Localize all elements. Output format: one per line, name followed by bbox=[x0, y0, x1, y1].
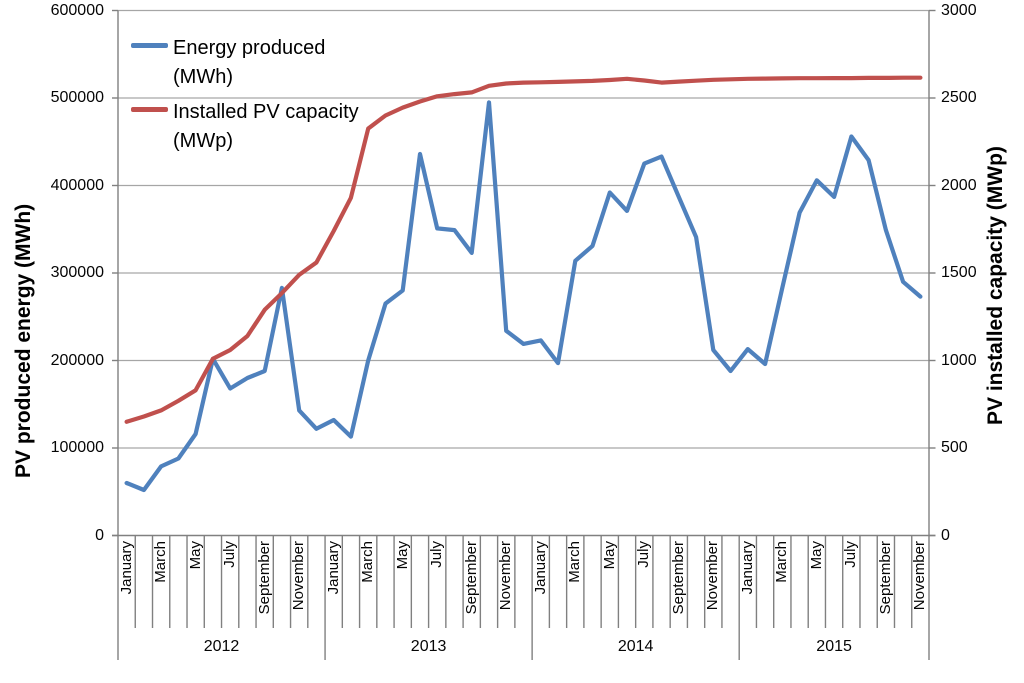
right-axis-tick-label: 3000 bbox=[941, 1, 977, 19]
x-axis-month-label: November bbox=[911, 541, 929, 611]
x-axis-month-label: March bbox=[152, 541, 170, 583]
legend-entry-energy-produced: Energy produced (MWh) bbox=[131, 34, 359, 92]
x-axis-month-label: September bbox=[462, 541, 480, 615]
x-axis-month-label: May bbox=[186, 541, 204, 570]
legend-label-installed-capacity: Installed PV capacity (MWp) bbox=[173, 101, 359, 152]
right-axis-tick-label: 1500 bbox=[941, 264, 977, 281]
chart-legend: Energy produced (MWh) Installed PV capaci… bbox=[131, 34, 359, 162]
installed-capacity-line-swatch bbox=[131, 107, 168, 112]
left-axis-tick-label: 100000 bbox=[50, 439, 104, 456]
x-axis-month-label: September bbox=[669, 541, 687, 615]
left-axis-tick-label: 400000 bbox=[50, 176, 104, 194]
x-axis-month-label: March bbox=[359, 541, 377, 583]
x-axis-month-label: May bbox=[600, 541, 618, 570]
x-axis-month-label: January bbox=[117, 541, 135, 595]
right-axis-tick-label: 2000 bbox=[941, 176, 977, 194]
x-axis-year-label: 2014 bbox=[617, 638, 654, 655]
left-axis-tick-label: 0 bbox=[95, 526, 104, 544]
left-axis-tick-label: 200000 bbox=[50, 351, 104, 369]
x-axis-month-label: May bbox=[393, 541, 411, 570]
x-axis-month-label: July bbox=[635, 541, 653, 568]
x-axis-month-label: January bbox=[324, 541, 342, 595]
energy-produced-line-swatch bbox=[131, 43, 168, 48]
x-axis-year-label: 2015 bbox=[816, 638, 852, 655]
legend-label-energy-produced: Energy produced (MWh) bbox=[173, 37, 326, 88]
legend-entry-installed-capacity: Installed PV capacity (MWp) bbox=[131, 98, 359, 156]
x-axis-month-label: May bbox=[807, 541, 825, 570]
right-axis-title: PV installed capacity (MWp) bbox=[984, 146, 1007, 425]
left-axis-tick-label: 600000 bbox=[50, 1, 104, 19]
x-axis-month-label: January bbox=[531, 541, 549, 595]
right-axis-tick-label: 2500 bbox=[941, 89, 977, 106]
left-axis-title: PV produced energy (MWh) bbox=[12, 203, 35, 478]
x-axis-month-label: November bbox=[290, 541, 308, 611]
x-axis-month-label: March bbox=[773, 541, 791, 583]
x-axis-month-label: September bbox=[876, 541, 894, 615]
x-axis-month-label: July bbox=[221, 541, 239, 568]
series-line-energy-produced bbox=[124, 100, 923, 493]
x-axis-month-label: November bbox=[497, 541, 515, 611]
x-axis-year-label: 2013 bbox=[410, 638, 447, 655]
x-axis-month-label: September bbox=[255, 541, 273, 615]
x-axis-month-label: January bbox=[738, 541, 756, 595]
right-axis-tick-label: 1000 bbox=[941, 351, 977, 369]
x-axis-month-label: July bbox=[428, 541, 446, 568]
left-axis-tick-label: 300000 bbox=[50, 264, 104, 281]
series-line-installed-capacity bbox=[124, 75, 923, 424]
right-axis-tick-label: 500 bbox=[941, 439, 968, 456]
x-axis-month-label: July bbox=[842, 541, 860, 568]
left-axis-tick-label: 500000 bbox=[50, 89, 104, 106]
x-axis-year-label: 2012 bbox=[203, 638, 240, 655]
x-axis-month-label: March bbox=[566, 541, 584, 583]
x-axis-month-label: November bbox=[704, 541, 722, 611]
right-axis-tick-label: 0 bbox=[941, 526, 950, 544]
